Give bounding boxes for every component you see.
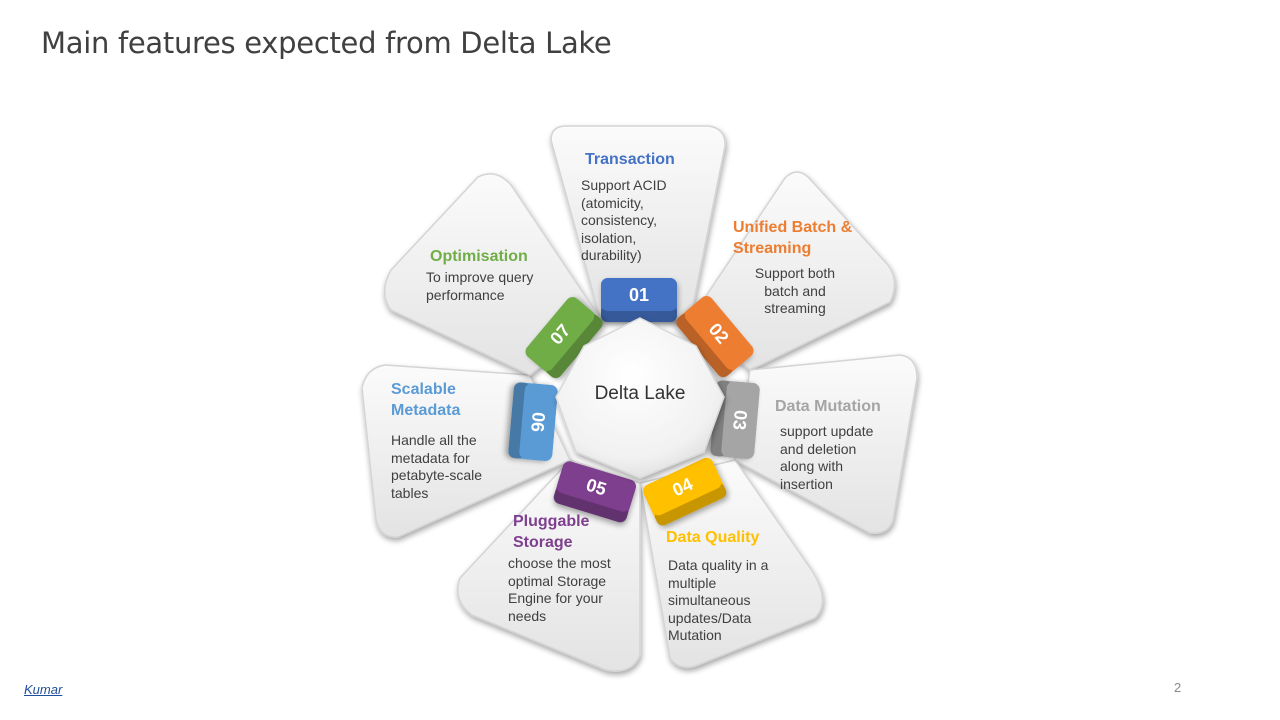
feature-desc-data-quality: Data quality in a multiple simultaneous … [668,557,769,643]
badge-01: 01 [601,278,677,322]
petal-data-mutation [734,354,918,534]
badge-04: 04 [643,457,727,526]
badge-07: 07 [525,297,603,379]
badge-number: 06 [527,411,549,433]
badge-02-edge [676,313,733,378]
slide-title: Main features expected from Delta Lake [41,26,612,60]
feature-desc-transaction: Support ACID (atomicity, consistency, is… [581,177,667,263]
center-hub [555,317,725,479]
feature-title-pluggable-storage: Pluggable Storage [513,513,590,551]
badge-07-edge [546,314,603,379]
petal-transaction [550,125,726,321]
feature-title-scalable-metadata: Scalable Metadata [391,381,461,419]
feature-title-optimisation: Optimisation [430,248,528,265]
badge-01-face [601,278,677,311]
badge-number: 01 [629,285,649,305]
feature-title-transaction: Transaction [585,151,675,168]
feature-title-data-mutation: Data Mutation [775,398,881,415]
feature-desc-pluggable-storage: choose the most optimal Storage Engine f… [508,555,611,624]
feature-desc-data-mutation: support update and deletion along with i… [780,423,874,492]
feature-desc-optimisation: To improve query performance [426,269,534,303]
badge-05-face [557,461,636,512]
feature-desc-scalable-metadata: Handle all the metadata for petabyte-sca… [391,432,483,501]
center-label: Delta Lake [594,383,686,404]
badge-07-face [525,297,595,371]
badge-05: 05 [553,461,636,523]
badge-06-face [519,383,558,461]
badge-number: 03 [729,409,751,431]
badge-02: 02 [676,296,754,378]
feature-desc-unified-batch-streaming: Support both batch and streaming [754,265,836,316]
badge-04-face [643,457,722,516]
badge-05-edge [553,487,628,523]
badge-03-face [721,381,760,459]
badge-02-face [684,296,754,370]
petal-unified-batch-streaming [689,171,896,371]
badge-04-edge [654,482,727,526]
feature-title-unified-batch-streaming: Unified Batch & Streaming [733,219,853,257]
author-link[interactable]: Kumar [24,682,63,697]
feature-title-data-quality: Data Quality [666,529,760,546]
page-number: 2 [1174,680,1182,695]
badge-06: 06 [508,382,558,461]
